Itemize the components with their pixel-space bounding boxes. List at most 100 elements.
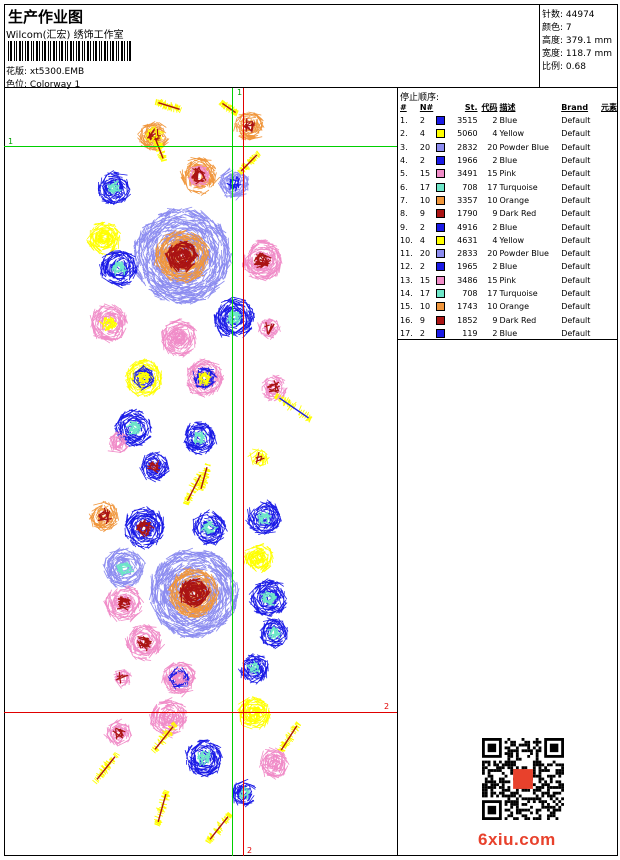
row-swatch [435,260,449,273]
row-description: Turquoise [499,182,538,192]
row-swatch [435,167,449,180]
header-panel: 生产作业图 Wilcom(汇宏) 绣饰工作室 花版: xt5300.EMB 色位… [4,4,540,90]
row-description: Yellow [499,235,525,245]
row-needle: 17 [419,289,431,298]
row-swatch [435,234,449,247]
row-brand: Default [561,315,591,325]
row-swatch [435,180,449,193]
row-index: 3. [400,142,408,152]
design-value: xt5300.EMB [29,67,85,77]
row-needle: 2 [419,116,425,126]
row-index: 15. [400,302,413,312]
row-code: 20 [487,142,498,152]
row-code: 15 [487,275,498,285]
color-swatch [435,249,445,259]
row-index: 9. [400,222,408,232]
table-row: 11. 20 2833 20 Powder Blue Default [399,247,618,260]
design-file-line: 花版: xt5300.EMB [6,64,84,77]
guide-line-1-horizontal [4,146,397,147]
header-needle: N# [419,103,434,112]
color-swatch [435,328,445,338]
row-description: Blue [499,328,518,338]
embroidery-design [86,98,313,844]
guide-line-2-horizontal [4,712,397,713]
row-stitches: 1965 [457,262,478,272]
row-swatch [435,300,449,313]
stat-height: 高度: 379.1 mm [542,36,613,46]
row-brand: Default [561,195,591,205]
stat-stitches: 针数: 44974 [542,10,595,20]
header-stitches: St. [464,103,478,112]
row-description: Blue [499,262,518,272]
row-needle: 20 [419,249,431,259]
row-brand: Default [561,156,591,166]
row-needle: 15 [419,169,431,179]
embroidery-design-area: 1 1 2 2 [4,88,398,856]
header-index: # [400,103,407,112]
row-description: Orange [499,302,530,312]
row-code: 2 [492,116,498,126]
row-description: Turquoise [499,289,538,298]
row-description: Blue [499,116,518,126]
row-brand: Default [561,209,591,219]
row-brand: Default [561,235,591,245]
row-index: 6. [400,182,408,192]
stat-scale: 比例: 0.68 [542,62,586,72]
row-description: Powder Blue [499,249,549,259]
row-stitches: 1966 [457,156,478,166]
row-index: 11. [400,249,413,259]
row-code: 10 [487,195,498,205]
row-code: 2 [492,328,498,338]
row-swatch [435,194,449,207]
color-swatch [435,116,445,126]
stop-sequence-panel: 停止顺序: # N# St. 代码 描述 Brand 元素 1. 2 3515 2 Bl… [398,88,618,340]
row-description: Blue [499,222,518,232]
stat-colors: 颜色: 7 [542,23,572,33]
row-stitches: 3515 [457,116,478,126]
row-index: 17. [400,328,413,338]
company-name: Wilcom(汇宏) 绣饰工作室 [6,30,124,41]
header-swatch [435,101,449,114]
row-stitches: 708 [462,289,478,298]
row-stitches: 4916 [457,222,478,232]
row-stitches: 4631 [457,235,478,245]
table-row: 15. 10 1743 10 Orange Default [399,300,618,313]
table-row: 13. 15 3486 15 Pink Default [399,274,618,287]
row-swatch [435,327,449,340]
row-code: 4 [492,129,498,139]
row-stitches: 3491 [457,169,478,179]
row-brand: Default [561,262,591,272]
row-code: 4 [492,235,498,245]
row-index: 7. [400,195,408,205]
row-code: 2 [492,156,498,166]
table-row: 1. 2 3515 2 Blue Default [399,114,618,127]
row-index: 8. [400,209,408,219]
row-code: 9 [492,315,498,325]
color-swatch [435,209,445,219]
row-stitches: 2832 [457,142,478,152]
table-row: 8. 9 1790 9 Dark Red Default [399,207,618,220]
row-brand: Default [561,116,591,126]
guide-label-1-top: 1 [237,88,243,97]
row-description: Pink [499,275,517,285]
row-stitches: 5060 [457,129,478,139]
header-brand: Brand [561,103,589,112]
row-code: 9 [492,209,498,219]
row-brand: Default [561,289,591,298]
color-swatch [435,222,445,232]
row-swatch [435,247,449,260]
guide-label-1-left: 1 [8,137,14,146]
row-needle: 9 [419,315,425,325]
row-code: 20 [487,249,498,259]
row-brand: Default [561,249,591,259]
row-index: 10. [400,235,413,245]
guide-line-1-vertical [232,88,233,856]
row-stitches: 2833 [457,249,478,259]
row-swatch [435,274,449,287]
guide-line-2-vertical [243,88,244,856]
color-swatch [435,169,445,179]
page-frame [4,4,618,856]
row-needle: 17 [419,182,431,192]
row-description: Blue [499,156,518,166]
row-needle: 15 [419,275,431,285]
